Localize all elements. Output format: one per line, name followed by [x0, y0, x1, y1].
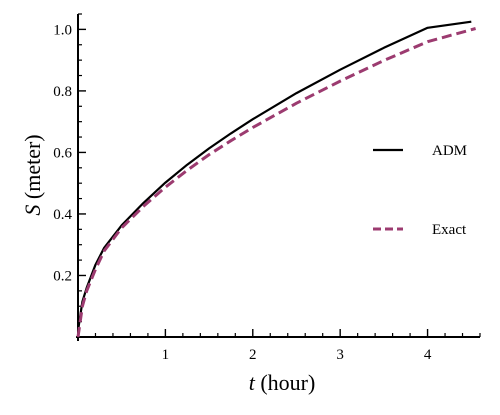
x-axis-variable: t — [249, 370, 256, 395]
y-tick-label: 0.6 — [53, 145, 72, 161]
series-layer — [76, 20, 476, 338]
y-tick-label: 0.2 — [53, 268, 72, 284]
legend-label-adm: ADM — [432, 143, 467, 159]
x-tick-label: 1 — [162, 347, 170, 363]
y-tick-label: 0.4 — [53, 207, 72, 223]
y-axis-title: S (meter) — [20, 134, 45, 215]
series-line-exact — [76, 27, 476, 338]
legend-label-exact: Exact — [432, 222, 467, 238]
y-axis-unit: (meter) — [20, 134, 45, 204]
y-axis-variable: S — [20, 205, 45, 216]
y-tick-label: 1.0 — [53, 22, 72, 38]
x-tick-label: 2 — [249, 347, 257, 363]
legend: ADM Exact — [373, 143, 467, 238]
series-line-adm — [76, 20, 472, 331]
x-axis-unit: (hour) — [255, 370, 315, 395]
axes — [76, 14, 480, 341]
x-tick-label: 4 — [424, 347, 432, 363]
axis-ticks: 1 2 3 4 0.2 0.4 0.6 0.8 1.0 — [53, 13, 481, 363]
x-tick-label: 3 — [336, 347, 344, 363]
y-tick-label: 0.8 — [53, 84, 72, 100]
x-axis-title: t (hour) — [249, 370, 316, 395]
